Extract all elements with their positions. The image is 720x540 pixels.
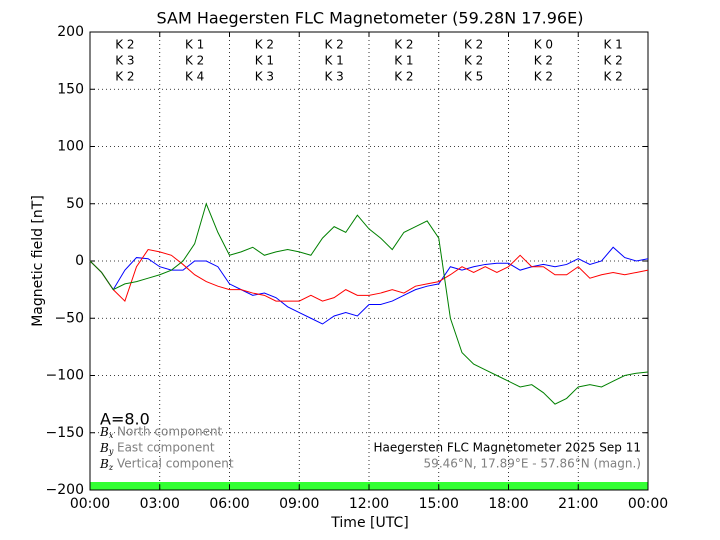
y-tick-label: −150 bbox=[46, 425, 84, 441]
legend-symbol: By bbox=[99, 441, 114, 457]
y-tick-label: −100 bbox=[46, 368, 84, 384]
k-index: K 2 bbox=[394, 70, 413, 84]
k-index: K 3 bbox=[324, 70, 343, 84]
y-tick-label: 0 bbox=[75, 253, 84, 269]
series-line bbox=[89, 248, 649, 302]
k-index: K 2 bbox=[255, 38, 274, 52]
k-index: K 2 bbox=[115, 70, 134, 84]
legend-symbol-base: B bbox=[99, 457, 109, 471]
k-index: K 3 bbox=[255, 70, 274, 84]
coord-note: 59.46°N, 17.89°E - 57.86°N (magn.) bbox=[424, 457, 641, 471]
k-index: K 5 bbox=[464, 70, 483, 84]
legend-label: North component bbox=[117, 425, 223, 439]
x-tick-label: 00:00 bbox=[70, 496, 110, 512]
legend-symbol-sub: z bbox=[108, 463, 114, 472]
k-index: K 2 bbox=[464, 54, 483, 68]
x-tick-label: 09:00 bbox=[279, 496, 319, 512]
k-index: K 1 bbox=[603, 38, 622, 52]
legend-label: East component bbox=[117, 441, 215, 455]
legend-symbol-base: B bbox=[99, 441, 109, 455]
legend-symbol-sub: x bbox=[109, 431, 114, 440]
x-axis-label: Time [UTC] bbox=[330, 515, 408, 531]
k-index: K 2 bbox=[324, 38, 343, 52]
x-tick-label: 21:00 bbox=[558, 496, 598, 512]
x-tick-label: 15:00 bbox=[419, 496, 459, 512]
chart-title: SAM Haegersten FLC Magnetometer (59.28N … bbox=[157, 9, 584, 28]
k-index: K 2 bbox=[464, 38, 483, 52]
legend-label: Vertical component bbox=[117, 457, 234, 471]
k-index: K 1 bbox=[255, 54, 274, 68]
series-line bbox=[89, 246, 649, 325]
k-index: K 2 bbox=[534, 54, 553, 68]
legend-symbol: Bz bbox=[99, 457, 114, 473]
k-index: K 1 bbox=[185, 38, 204, 52]
y-axis-label: Magnetic field [nT] bbox=[30, 195, 46, 327]
x-tick-label: 03:00 bbox=[140, 496, 180, 512]
activity-index: A=8.0 bbox=[100, 410, 150, 429]
k-index: K 2 bbox=[115, 38, 134, 52]
legend-symbol-base: B bbox=[99, 425, 109, 439]
y-tick-label: 100 bbox=[57, 139, 84, 155]
station-note: Haegersten FLC Magnetometer 2025 Sep 11 bbox=[373, 441, 641, 455]
x-tick-label: 12:00 bbox=[349, 496, 389, 512]
legend-symbol: Bx bbox=[99, 425, 114, 441]
k-index: K 2 bbox=[603, 54, 622, 68]
k-index: K 2 bbox=[603, 70, 622, 84]
legend-symbol-sub: y bbox=[108, 447, 114, 456]
y-tick-label: −50 bbox=[54, 310, 84, 326]
k-index: K 0 bbox=[534, 38, 553, 52]
y-tick-label: 150 bbox=[57, 81, 84, 97]
x-tick-label: 00:00 bbox=[628, 496, 668, 512]
y-tick-label: 200 bbox=[57, 24, 84, 40]
y-tick-label: 50 bbox=[66, 196, 84, 212]
k-index: K 4 bbox=[185, 70, 204, 84]
x-tick-label: 06:00 bbox=[209, 496, 249, 512]
k-index: K 2 bbox=[534, 70, 553, 84]
k-index: K 3 bbox=[115, 54, 134, 68]
k-index: K 1 bbox=[324, 54, 343, 68]
k-index: K 2 bbox=[394, 38, 413, 52]
k-index: K 1 bbox=[394, 54, 413, 68]
y-tick-label: −200 bbox=[46, 482, 84, 498]
series-line bbox=[89, 202, 649, 405]
k-index: K 2 bbox=[185, 54, 204, 68]
x-tick-label: 18:00 bbox=[488, 496, 528, 512]
